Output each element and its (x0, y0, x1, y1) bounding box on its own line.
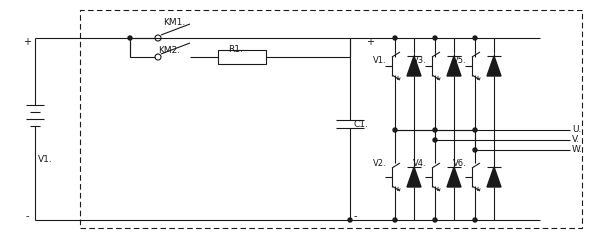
Polygon shape (487, 167, 501, 187)
Text: V1.: V1. (38, 156, 53, 164)
Circle shape (433, 218, 437, 222)
Circle shape (393, 218, 397, 222)
Text: V3.: V3. (413, 55, 426, 65)
Polygon shape (447, 167, 461, 187)
Circle shape (393, 128, 397, 132)
Circle shape (473, 218, 477, 222)
Bar (218, 50, 266, 64)
Polygon shape (447, 56, 461, 76)
Text: V6.: V6. (453, 158, 467, 168)
Circle shape (473, 148, 477, 152)
Text: U.: U. (572, 125, 582, 135)
Circle shape (433, 36, 437, 40)
Text: V5.: V5. (453, 55, 467, 65)
Text: V1.: V1. (373, 55, 387, 65)
Text: KM2.: KM2. (158, 45, 180, 54)
Circle shape (348, 218, 352, 222)
Text: V.: V. (572, 136, 580, 145)
Circle shape (393, 36, 397, 40)
Polygon shape (407, 167, 421, 187)
Text: -: - (354, 211, 358, 221)
Polygon shape (407, 56, 421, 76)
Text: W.: W. (572, 146, 583, 154)
Polygon shape (487, 56, 501, 76)
Circle shape (128, 36, 132, 40)
Text: KM1.: KM1. (163, 17, 185, 27)
Text: V2.: V2. (373, 158, 387, 168)
Text: V4.: V4. (413, 158, 426, 168)
Circle shape (473, 128, 477, 132)
Text: R1.: R1. (228, 44, 243, 54)
Circle shape (433, 138, 437, 142)
Text: +: + (23, 37, 31, 47)
Circle shape (473, 36, 477, 40)
Text: C1.: C1. (354, 120, 369, 129)
Text: +: + (366, 37, 374, 47)
Circle shape (433, 128, 437, 132)
Text: -: - (26, 211, 29, 221)
